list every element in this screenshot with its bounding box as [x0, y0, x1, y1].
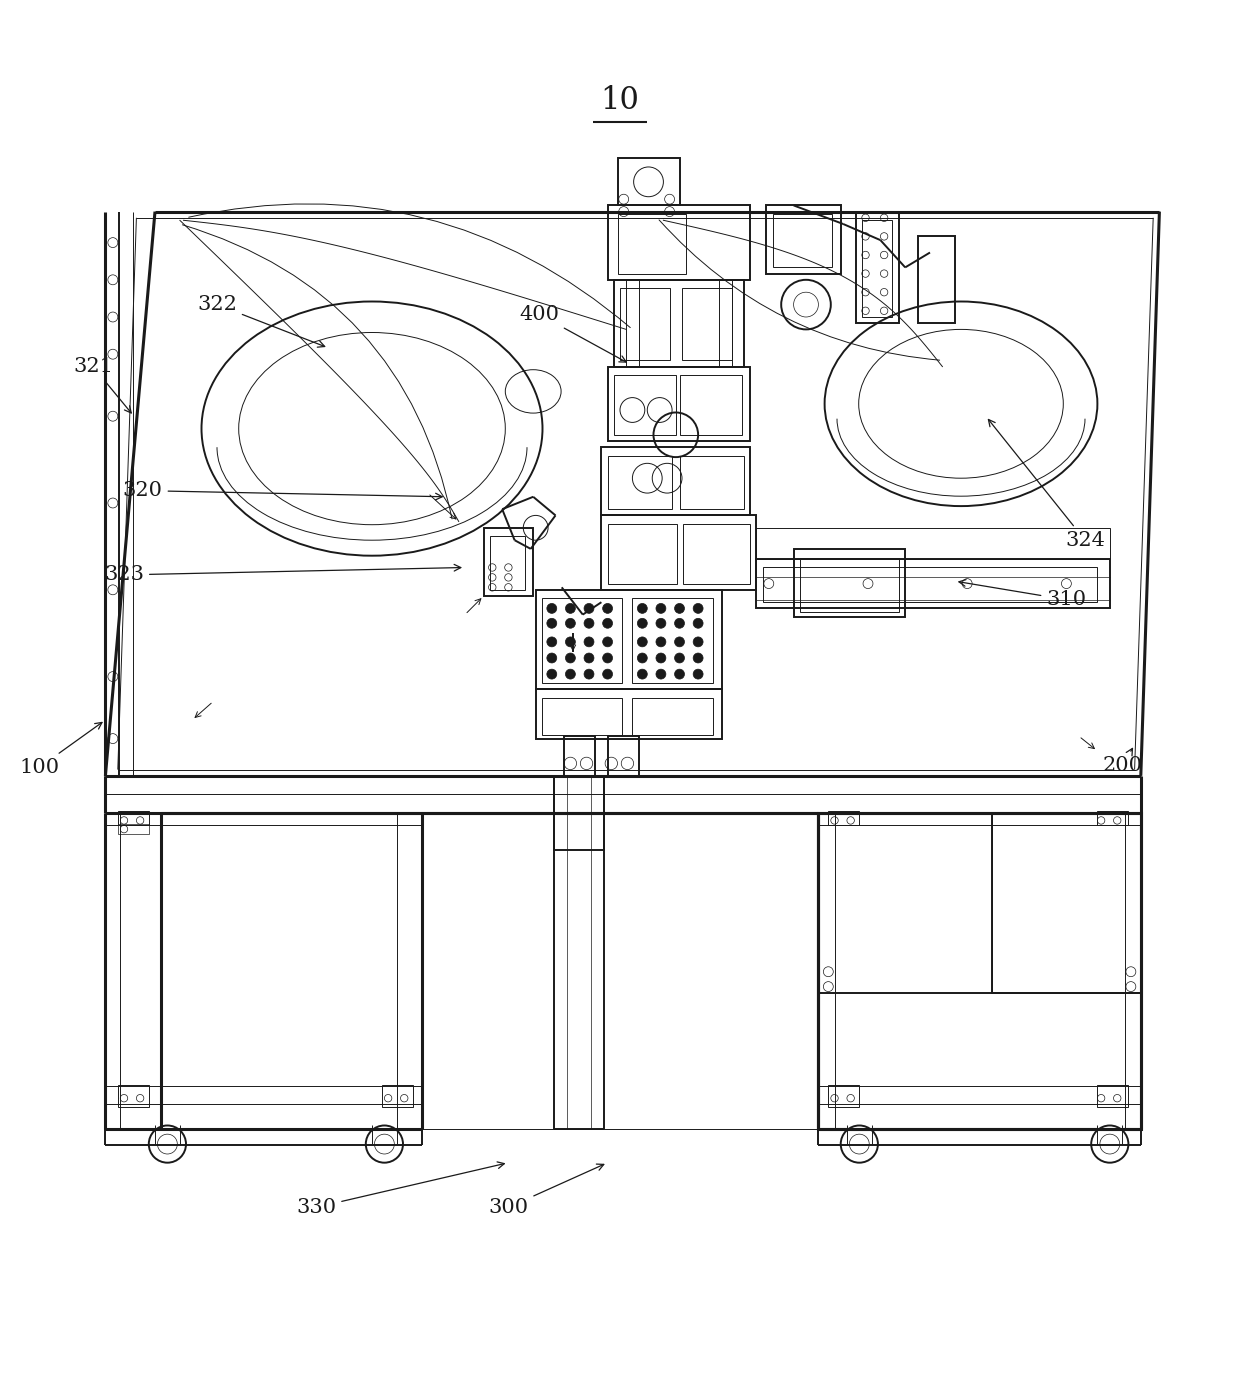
Circle shape — [547, 604, 557, 613]
Circle shape — [656, 670, 666, 679]
Circle shape — [656, 604, 666, 613]
Circle shape — [584, 653, 594, 663]
Circle shape — [693, 653, 703, 663]
Circle shape — [693, 604, 703, 613]
Text: 320: 320 — [123, 481, 443, 500]
Bar — [554, 813, 604, 850]
Bar — [632, 697, 713, 734]
Circle shape — [547, 670, 557, 679]
Circle shape — [675, 637, 684, 646]
Bar — [608, 736, 639, 776]
Bar — [763, 568, 1097, 602]
Text: 200: 200 — [1102, 748, 1142, 776]
Bar — [490, 536, 525, 590]
Bar — [756, 559, 1110, 609]
Bar — [118, 1084, 149, 1107]
Text: 322: 322 — [197, 295, 325, 347]
Bar — [382, 1084, 413, 1107]
Bar — [682, 288, 732, 361]
Circle shape — [565, 637, 575, 646]
Text: 10: 10 — [600, 85, 640, 116]
Circle shape — [565, 653, 575, 663]
Circle shape — [637, 604, 647, 613]
Text: 321: 321 — [73, 357, 131, 413]
Bar — [1097, 1084, 1128, 1107]
Bar — [800, 558, 899, 612]
Circle shape — [637, 619, 647, 628]
Circle shape — [565, 619, 575, 628]
Bar — [608, 205, 750, 280]
Bar — [773, 214, 832, 267]
Circle shape — [656, 653, 666, 663]
Circle shape — [565, 670, 575, 679]
Bar — [1097, 810, 1128, 825]
Bar — [536, 689, 722, 739]
Circle shape — [603, 619, 613, 628]
Circle shape — [693, 619, 703, 628]
Bar — [620, 288, 670, 361]
Circle shape — [565, 604, 575, 613]
Circle shape — [675, 604, 684, 613]
Circle shape — [584, 637, 594, 646]
Bar — [756, 528, 1110, 559]
Text: 324: 324 — [988, 419, 1105, 550]
Bar — [542, 697, 622, 734]
Circle shape — [603, 653, 613, 663]
Circle shape — [693, 637, 703, 646]
Bar — [992, 813, 1141, 992]
Circle shape — [637, 670, 647, 679]
Bar — [680, 375, 742, 435]
Circle shape — [547, 653, 557, 663]
Bar — [614, 280, 744, 367]
Bar — [862, 220, 892, 317]
Circle shape — [637, 653, 647, 663]
Text: 310: 310 — [959, 580, 1086, 609]
Circle shape — [675, 619, 684, 628]
Text: 100: 100 — [20, 722, 102, 777]
Circle shape — [656, 637, 666, 646]
Circle shape — [584, 670, 594, 679]
Bar — [484, 528, 533, 597]
Text: 300: 300 — [489, 1164, 604, 1217]
Bar — [614, 375, 676, 435]
Bar — [680, 456, 744, 510]
Bar — [601, 448, 750, 515]
Bar — [554, 776, 604, 813]
Bar — [608, 456, 672, 510]
Bar — [564, 736, 595, 776]
Circle shape — [547, 619, 557, 628]
Bar — [542, 598, 622, 683]
Circle shape — [603, 604, 613, 613]
Bar — [608, 524, 677, 584]
Bar — [818, 813, 1141, 1129]
Circle shape — [675, 653, 684, 663]
Bar — [608, 367, 750, 441]
Bar — [828, 1084, 859, 1107]
Bar — [828, 810, 859, 825]
Bar — [856, 212, 899, 324]
Circle shape — [547, 637, 557, 646]
Circle shape — [584, 604, 594, 613]
Circle shape — [675, 670, 684, 679]
Bar — [618, 214, 686, 274]
Circle shape — [693, 670, 703, 679]
Circle shape — [637, 637, 647, 646]
Circle shape — [656, 619, 666, 628]
Bar — [918, 237, 955, 324]
Bar — [618, 158, 680, 205]
Bar — [683, 524, 750, 584]
Bar — [601, 515, 756, 590]
Bar — [794, 548, 905, 617]
Bar — [766, 205, 841, 274]
Circle shape — [603, 637, 613, 646]
Circle shape — [584, 619, 594, 628]
Bar — [118, 824, 149, 834]
Text: 323: 323 — [104, 565, 461, 584]
Text: 400: 400 — [520, 305, 626, 362]
Circle shape — [603, 670, 613, 679]
Bar — [632, 598, 713, 683]
Bar — [536, 590, 722, 689]
Bar — [118, 810, 149, 825]
Text: 330: 330 — [296, 1162, 505, 1217]
